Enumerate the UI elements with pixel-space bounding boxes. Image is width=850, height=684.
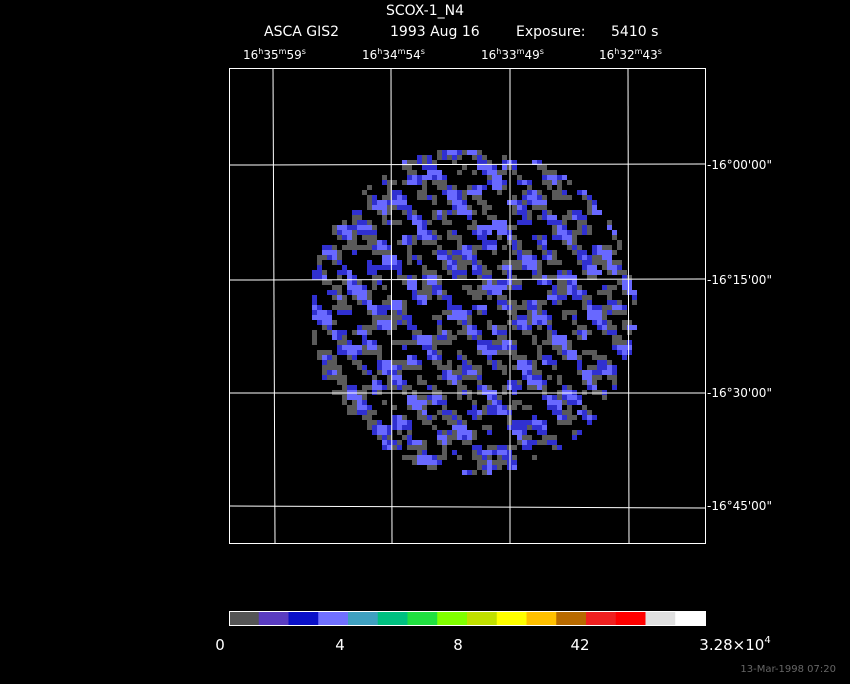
ra-label-part: m bbox=[398, 47, 406, 56]
sky-pixels bbox=[312, 150, 637, 475]
colorbar-label: 0 bbox=[215, 636, 225, 654]
ra-label-part: 59 bbox=[286, 48, 301, 62]
ra-label: 16h34m54s bbox=[362, 47, 425, 62]
ra-label: 16h33m49s bbox=[481, 47, 544, 62]
colorbar-segment bbox=[258, 611, 289, 625]
colorbar-segment bbox=[526, 611, 557, 625]
ra-label-part: 16 bbox=[362, 48, 377, 62]
colorbar-segment bbox=[318, 611, 349, 625]
colorbar-label: 3.28×104 bbox=[699, 635, 770, 654]
ra-label-part: 16 bbox=[481, 48, 496, 62]
colorbar-label: 42 bbox=[570, 636, 589, 654]
colorbar-segment bbox=[675, 611, 706, 625]
colorbar-segment bbox=[496, 611, 527, 625]
title: SCOX-1_N4 bbox=[386, 3, 464, 19]
ra-label-part: s bbox=[302, 47, 306, 56]
ra-label-part: m bbox=[279, 47, 287, 56]
colorbar-label-part: 4 bbox=[764, 635, 770, 646]
ra-label-part: 32 bbox=[619, 48, 634, 62]
plot-frame bbox=[229, 68, 706, 544]
colorbar-segment bbox=[229, 611, 260, 625]
ra-label-part: 54 bbox=[405, 48, 420, 62]
colorbar-label-part: 42 bbox=[570, 636, 589, 654]
ra-label-part: s bbox=[421, 47, 425, 56]
dec-label: -16°30'00" bbox=[707, 386, 772, 400]
colorbar-label: 4 bbox=[335, 636, 345, 654]
dec-label: -16°15'00" bbox=[707, 273, 772, 287]
sky-image bbox=[312, 150, 637, 475]
ra-label-part: 16 bbox=[599, 48, 614, 62]
ra-label-part: s bbox=[540, 47, 544, 56]
colorbar-segment bbox=[556, 611, 587, 625]
ra-label-part: 33 bbox=[501, 48, 516, 62]
colorbar-segment bbox=[348, 611, 379, 625]
ra-label-part: h bbox=[614, 47, 619, 56]
dec-label: -16°45'00" bbox=[707, 499, 772, 513]
timestamp: 13-Mar-1998 07:20 bbox=[740, 664, 836, 675]
colorbar-segment bbox=[407, 611, 438, 625]
colorbar-label-part: 4 bbox=[335, 636, 345, 654]
colorbar-segment bbox=[437, 611, 468, 625]
colorbar-label-part: 0 bbox=[215, 636, 225, 654]
colorbar-segment bbox=[467, 611, 498, 625]
ra-label: 16h32m43s bbox=[599, 47, 662, 62]
colorbar-frame bbox=[229, 611, 706, 626]
dec-label: -16°00'00" bbox=[707, 158, 772, 172]
colorbar-segment bbox=[288, 611, 319, 625]
instrument: ASCA GIS2 bbox=[264, 24, 339, 40]
colorbar-segment bbox=[586, 611, 617, 625]
ra-label-part: 34 bbox=[382, 48, 397, 62]
ra-label-part: m bbox=[517, 47, 525, 56]
date: 1993 Aug 16 bbox=[390, 24, 480, 40]
colorbar-label-part: 8 bbox=[453, 636, 463, 654]
colorbar-segment bbox=[615, 611, 646, 625]
ra-label-part: 43 bbox=[642, 48, 657, 62]
ra-label-part: h bbox=[258, 47, 263, 56]
colorbar-segment bbox=[377, 611, 408, 625]
colorbar-label-part: 3.28×10 bbox=[699, 636, 764, 654]
ra-label-part: h bbox=[377, 47, 382, 56]
ra-label-part: 35 bbox=[263, 48, 278, 62]
sky-pixels bbox=[312, 150, 637, 475]
ra-label: 16h35m59s bbox=[243, 47, 306, 62]
ra-label-part: h bbox=[496, 47, 501, 56]
coordinate-grid bbox=[228, 67, 706, 544]
exposure: 5410 s bbox=[611, 24, 658, 40]
colorbar-label: 8 bbox=[453, 636, 463, 654]
colorbar-segment bbox=[645, 611, 676, 625]
ra-label-part: m bbox=[635, 47, 643, 56]
exposure-label: Exposure: bbox=[516, 24, 586, 40]
ra-label-part: 16 bbox=[243, 48, 258, 62]
ra-label-part: s bbox=[658, 47, 662, 56]
ra-label-part: 49 bbox=[524, 48, 539, 62]
